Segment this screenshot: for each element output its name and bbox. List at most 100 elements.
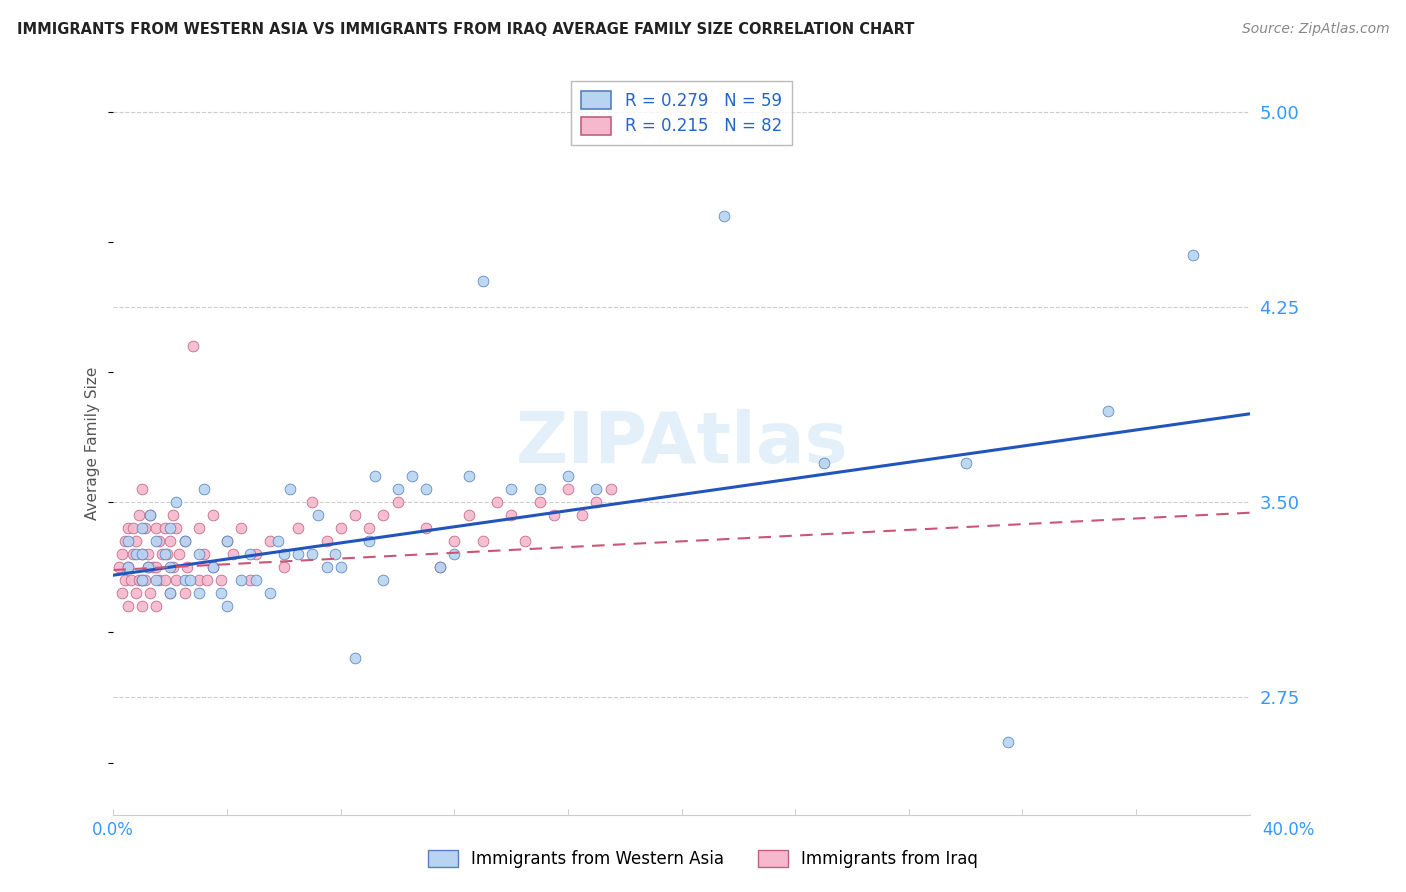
Point — [485, 495, 508, 509]
Point — [114, 574, 136, 588]
Point — [117, 560, 139, 574]
Point — [571, 508, 593, 523]
Point — [111, 547, 134, 561]
Point — [136, 560, 159, 574]
Point — [273, 560, 295, 574]
Point — [471, 274, 494, 288]
Point — [173, 574, 195, 588]
Point — [239, 574, 262, 588]
Point — [139, 508, 162, 523]
Point — [222, 547, 245, 561]
Point — [323, 547, 346, 561]
Point — [131, 599, 153, 614]
Point — [153, 574, 176, 588]
Point — [128, 574, 150, 588]
Point — [278, 483, 301, 497]
Point — [529, 483, 551, 497]
Point — [585, 495, 607, 509]
Point — [443, 534, 465, 549]
Point — [364, 469, 387, 483]
Point — [148, 534, 170, 549]
Point — [231, 521, 253, 535]
Point — [217, 534, 239, 549]
Legend: Immigrants from Western Asia, Immigrants from Iraq: Immigrants from Western Asia, Immigrants… — [422, 843, 984, 875]
Point — [159, 521, 181, 535]
Point — [415, 521, 437, 535]
Point — [136, 547, 159, 561]
Point — [267, 534, 290, 549]
Point — [117, 560, 139, 574]
Point — [301, 547, 323, 561]
Point — [173, 534, 195, 549]
Point — [259, 586, 281, 600]
Point — [359, 534, 381, 549]
Y-axis label: Average Family Size: Average Family Size — [86, 368, 100, 520]
Point — [359, 521, 381, 535]
Point — [117, 521, 139, 535]
Point — [329, 521, 352, 535]
Point — [1181, 248, 1204, 262]
Point — [159, 560, 181, 574]
Point — [443, 547, 465, 561]
Point — [195, 574, 218, 588]
Point — [131, 483, 153, 497]
Point — [165, 574, 187, 588]
Point — [179, 574, 201, 588]
Point — [122, 547, 145, 561]
Point — [187, 574, 209, 588]
Point — [343, 651, 366, 665]
Point — [193, 483, 215, 497]
Point — [165, 495, 187, 509]
Point — [128, 508, 150, 523]
Point — [176, 560, 198, 574]
Point — [111, 586, 134, 600]
Point — [259, 534, 281, 549]
Point — [209, 586, 232, 600]
Point — [585, 483, 607, 497]
Point — [415, 483, 437, 497]
Point — [167, 547, 190, 561]
Point — [153, 521, 176, 535]
Point — [245, 547, 267, 561]
Point — [287, 547, 309, 561]
Text: Source: ZipAtlas.com: Source: ZipAtlas.com — [1241, 22, 1389, 37]
Point — [529, 495, 551, 509]
Point — [401, 469, 423, 483]
Point — [148, 574, 170, 588]
Point — [131, 547, 153, 561]
Point — [159, 586, 181, 600]
Point — [159, 586, 181, 600]
Point — [457, 469, 479, 483]
Point — [201, 560, 224, 574]
Text: 40.0%: 40.0% — [1263, 821, 1315, 838]
Point — [145, 560, 167, 574]
Point — [955, 456, 977, 470]
Point — [134, 521, 156, 535]
Point — [543, 508, 565, 523]
Point — [150, 547, 173, 561]
Point — [997, 735, 1019, 749]
Point — [162, 508, 184, 523]
Point — [162, 560, 184, 574]
Point — [201, 508, 224, 523]
Point — [287, 521, 309, 535]
Point — [193, 547, 215, 561]
Point — [301, 495, 323, 509]
Point — [387, 483, 409, 497]
Point — [557, 483, 579, 497]
Point — [187, 547, 209, 561]
Point — [429, 560, 451, 574]
Point — [245, 574, 267, 588]
Point — [457, 508, 479, 523]
Point — [131, 574, 153, 588]
Point — [557, 469, 579, 483]
Point — [139, 508, 162, 523]
Point — [131, 574, 153, 588]
Point — [471, 534, 494, 549]
Point — [156, 547, 179, 561]
Point — [122, 521, 145, 535]
Point — [136, 560, 159, 574]
Point — [239, 547, 262, 561]
Point — [125, 547, 148, 561]
Point — [187, 521, 209, 535]
